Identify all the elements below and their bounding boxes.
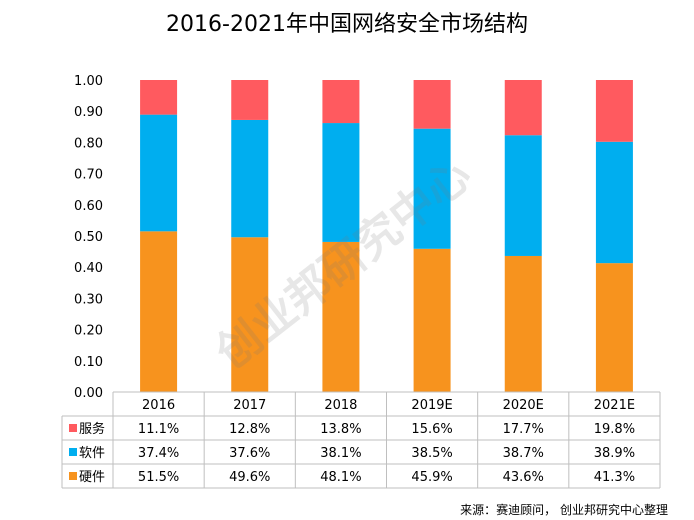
data-label: 38.1%	[320, 446, 361, 461]
x-tick-label: 2019E	[411, 398, 452, 413]
data-label: 17.7%	[503, 422, 544, 437]
legend-label: 服务	[79, 421, 105, 437]
data-label: 38.9%	[594, 446, 635, 461]
bar-segment	[413, 128, 451, 249]
data-label: 45.9%	[411, 470, 452, 485]
legend-swatch	[69, 448, 77, 456]
y-tick-label: 0.30	[74, 292, 103, 307]
y-tick-label: 0.70	[74, 168, 103, 183]
y-tick-label: 0.40	[74, 261, 103, 276]
data-label: 38.7%	[503, 446, 544, 461]
bar-segment	[231, 237, 269, 392]
data-label: 41.3%	[594, 470, 635, 485]
data-label: 38.5%	[411, 446, 452, 461]
bar-segment	[504, 255, 542, 392]
data-label: 49.6%	[229, 470, 270, 485]
y-tick-label: 0.90	[74, 105, 103, 120]
data-label: 48.1%	[320, 470, 361, 485]
bar-segment	[413, 248, 451, 392]
x-tick-label: 2016	[142, 398, 175, 413]
bar-segment	[504, 135, 542, 256]
y-tick-label: 0.60	[74, 199, 103, 214]
bar-segment	[140, 80, 178, 115]
data-label: 37.6%	[229, 446, 270, 461]
data-label: 51.5%	[138, 470, 179, 485]
data-label: 37.4%	[138, 446, 179, 461]
y-tick-label: 0.20	[74, 324, 103, 339]
y-tick-label: 0.10	[74, 355, 103, 370]
bar-segment	[322, 123, 360, 242]
bar-segment	[231, 80, 269, 120]
data-label: 12.8%	[229, 422, 270, 437]
data-label: 13.8%	[320, 422, 361, 437]
bar-segment	[595, 263, 633, 392]
bar-segment	[413, 80, 451, 129]
legend-label: 软件	[79, 446, 105, 461]
y-tick-label: 0.50	[74, 230, 103, 245]
data-label: 43.6%	[503, 470, 544, 485]
source-note: 来源：赛迪顾问， 创业邦研究中心整理	[460, 503, 668, 517]
bar-group	[140, 80, 633, 392]
x-tick-label: 2020E	[503, 398, 544, 413]
y-tick-label: 0.00	[74, 386, 103, 401]
chart-title: 2016-2021年中国网络安全市场结构	[166, 12, 528, 37]
y-tick-label: 1.00	[74, 74, 103, 89]
x-tick-label: 2017	[233, 398, 266, 413]
bar-segment	[595, 141, 633, 264]
data-label: 11.1%	[138, 422, 179, 437]
bar-segment	[140, 231, 178, 392]
x-tick-label: 2021E	[594, 398, 635, 413]
bar-segment	[140, 114, 178, 232]
y-tick-label: 0.80	[74, 136, 103, 151]
bar-segment	[322, 241, 360, 392]
data-label: 19.8%	[594, 422, 635, 437]
legend-swatch	[69, 472, 77, 480]
y-axis: 0.00 0.10 0.20 0.30 0.40 0.50 0.60 0.70 0.80 0.90…	[74, 74, 103, 401]
x-tick-label: 2018	[324, 398, 357, 413]
bar-segment	[322, 80, 360, 124]
data-label: 15.6%	[411, 422, 452, 437]
legend-label: 硬件	[79, 470, 105, 485]
bar-segment	[231, 119, 269, 238]
legend-swatch	[69, 424, 77, 432]
bar-segment	[504, 80, 542, 136]
data-table: 2016 2017 2018 2019E 2020E 2021E 服务 11.1% 12.8% 1…	[61, 391, 661, 489]
bar-segment	[595, 80, 633, 142]
